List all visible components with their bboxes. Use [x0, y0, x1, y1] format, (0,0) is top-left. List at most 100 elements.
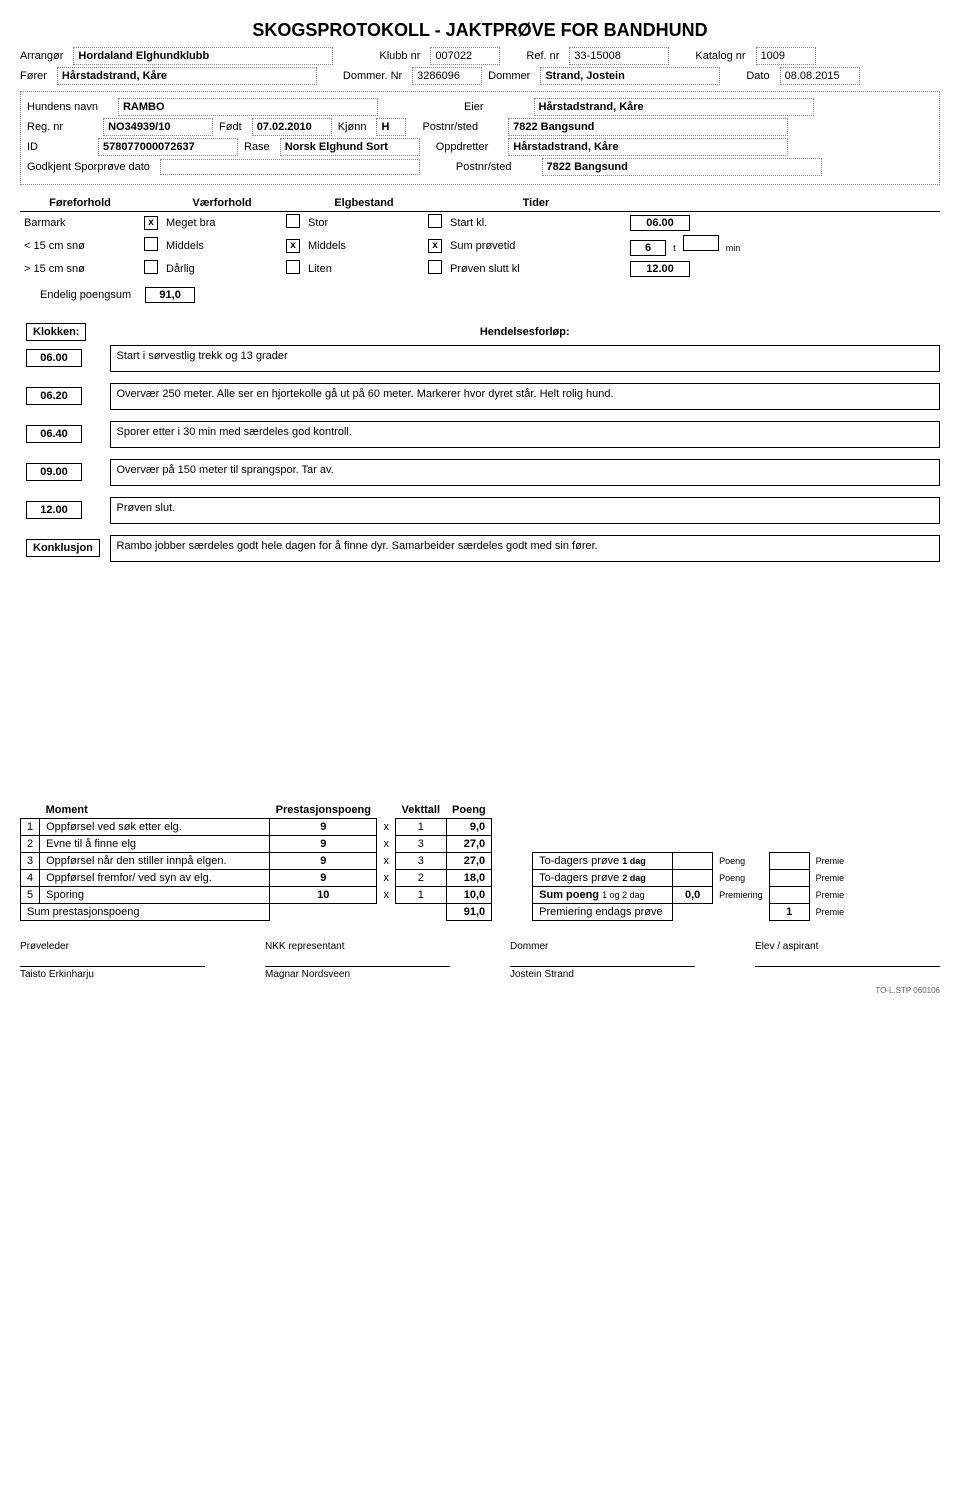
- regnr-value: NO34939/10: [103, 118, 213, 136]
- oppdretter-value: Hårstadstrand, Kåre: [508, 138, 788, 156]
- dommer-footer-value: Jostein Strand: [510, 966, 695, 980]
- fore-checkbox[interactable]: x: [144, 216, 158, 230]
- refnr-value: 33-15008: [569, 47, 669, 65]
- header-row-1: Arrangør Hordaland Elghundklubb Klubb nr…: [20, 47, 940, 65]
- vaer-checkbox[interactable]: [286, 260, 300, 274]
- cond-row: Barmark x Meget bra Stor Start kl. 06.00: [20, 212, 940, 234]
- moment-num: 3: [21, 852, 40, 869]
- premie-col: Premie: [809, 869, 851, 886]
- moment-text: Oppførsel ved søk etter elg.: [40, 818, 270, 835]
- tider-header: Tider: [446, 195, 626, 212]
- footer-signatures: Prøveleder Taisto Erkinharju NKK represe…: [20, 941, 940, 980]
- moment-text: Evne til å finne elg: [40, 835, 270, 852]
- conditions-table: Føreforhold Værforhold Elgbestand Tider …: [20, 195, 940, 279]
- elg-checkbox[interactable]: x: [428, 239, 442, 253]
- day1-premie: [769, 852, 809, 869]
- dommernr-label: Dommer. Nr: [343, 70, 402, 82]
- event-time: 12.00: [26, 501, 82, 519]
- rase-value: Norsk Elghund Sort: [280, 138, 420, 156]
- klubbnr-value: 007022: [430, 47, 500, 65]
- event-time: Konklusjon: [26, 539, 100, 557]
- vaer-checkbox[interactable]: [286, 214, 300, 228]
- fore-header: Føreforhold: [20, 195, 140, 212]
- moment-pts: 27,0: [446, 835, 492, 852]
- day2-premie: [769, 869, 809, 886]
- endags-premie: Premie: [809, 903, 851, 920]
- klokken-header: Klokken:: [26, 323, 86, 341]
- dommer-footer-label: Dommer: [510, 941, 695, 952]
- event-text: Rambo jobber særdeles godt hele dagen fo…: [110, 535, 940, 561]
- sumpoeng-premie: [769, 886, 809, 903]
- poeng-col: Poeng: [713, 869, 770, 886]
- tid-min-value: [683, 235, 719, 251]
- elg-checkbox[interactable]: [428, 260, 442, 274]
- eier-value: Hårstadstrand, Kåre: [534, 98, 814, 116]
- dommer-value: Strand, Jostein: [540, 67, 720, 85]
- tid-value: 12.00: [630, 261, 690, 277]
- poeng-col: Poeng: [713, 852, 770, 869]
- dato-value: 08.08.2015: [780, 67, 860, 85]
- sumpoeng-val: 0,0: [673, 886, 713, 903]
- moment-pts: 9,0: [446, 818, 492, 835]
- endags-label: Premiering endags prøve: [533, 903, 673, 920]
- elg-cell: Stor: [304, 212, 424, 234]
- moment-v: 2: [395, 869, 446, 886]
- event-row: 06.40 Sporer etter i 30 min med særdeles…: [20, 421, 940, 447]
- dog-section: Hundens navn RAMBO Eier Hårstadstrand, K…: [20, 91, 940, 185]
- event-row: 06.00 Start i sørvestlig trekk og 13 gra…: [20, 345, 940, 371]
- premiering-col: Premiering: [713, 886, 770, 903]
- event-time: 09.00: [26, 463, 82, 481]
- vaer-cell: Meget bra: [162, 212, 282, 234]
- vaer-checkbox[interactable]: x: [286, 239, 300, 253]
- summary-row: Premiering endags prøve 1 Premie: [533, 903, 851, 920]
- id-label: ID: [27, 141, 38, 153]
- nkk-label: NKK representant: [265, 941, 450, 952]
- proveleder-label: Prøveleder: [20, 941, 205, 952]
- event-text: Overvær på 150 meter til sprangspor. Tar…: [110, 459, 940, 485]
- postnrsted-label: Postnr/sted: [422, 121, 478, 133]
- moment-x: x: [377, 852, 396, 869]
- fore-cell: Barmark: [20, 212, 140, 234]
- elg-cell: Liten: [304, 258, 424, 279]
- postnrsted2-label: Postnr/sted: [456, 161, 512, 173]
- event-row: 06.20 Overvær 250 meter. Alle ser en hjo…: [20, 383, 940, 409]
- moment-pts: 27,0: [446, 852, 492, 869]
- dommer-label: Dommer: [488, 70, 530, 82]
- moment-p: 9: [270, 852, 377, 869]
- header-row-2: Fører Hårstadstrand, Kåre Dommer. Nr 328…: [20, 67, 940, 85]
- oppdretter-label: Oppdretter: [436, 141, 489, 153]
- premie-col: Premie: [809, 852, 851, 869]
- forer-label: Fører: [20, 70, 47, 82]
- fore-checkbox[interactable]: [144, 237, 158, 251]
- vekt-header: Vekttall: [395, 802, 446, 819]
- moment-num: 5: [21, 886, 40, 903]
- sumpoeng-sub: 1 og 2 dag: [602, 890, 645, 900]
- moment-text: Oppførsel når den stiller innpå elgen.: [40, 852, 270, 869]
- elg-header: Elgbestand: [304, 195, 424, 212]
- moment-row: 3 Oppførsel når den stiller innpå elgen.…: [21, 852, 492, 869]
- poeng-header: Poeng: [446, 802, 492, 819]
- klubbnr-label: Klubb nr: [379, 50, 420, 62]
- moment-row: 5 Sporing 10 x 1 10,0: [21, 886, 492, 903]
- fore-checkbox[interactable]: [144, 260, 158, 274]
- moment-p: 9: [270, 818, 377, 835]
- event-row: Konklusjon Rambo jobber særdeles godt he…: [20, 535, 940, 561]
- tid-label-cell: Start kl.: [446, 212, 626, 234]
- event-row: 09.00 Overvær på 150 meter til sprangspo…: [20, 459, 940, 485]
- day2-label: To-dagers prøve: [539, 872, 619, 884]
- proveleder-value: Taisto Erkinharju: [20, 966, 205, 980]
- sum-value: 91,0: [446, 903, 492, 920]
- elg-checkbox[interactable]: [428, 214, 442, 228]
- event-time: 06.40: [26, 425, 82, 443]
- vaer-cell: Middels: [162, 233, 282, 258]
- fore-cell: > 15 cm snø: [20, 258, 140, 279]
- dommernr-value: 3286096: [412, 67, 482, 85]
- day1-sub: 1 dag: [622, 856, 646, 866]
- endelig-label: Endelig poengsum: [40, 289, 131, 301]
- godkjent-value: [160, 159, 420, 175]
- elev-label: Elev / aspirant: [755, 941, 940, 952]
- arrangor-value: Hordaland Elghundklubb: [73, 47, 333, 65]
- day1-label: To-dagers prøve: [539, 855, 619, 867]
- event-text: Prøven slut.: [110, 497, 940, 523]
- moment-row: 4 Oppførsel fremfor/ ved syn av elg. 9 x…: [21, 869, 492, 886]
